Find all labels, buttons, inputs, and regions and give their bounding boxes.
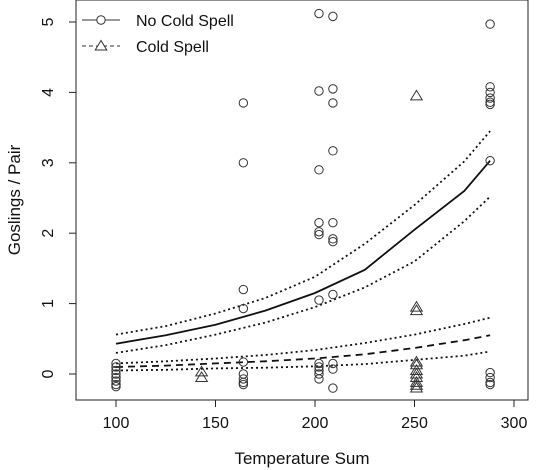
x-axis-label: Temperature Sum: [234, 449, 369, 468]
data-point-circle: [314, 358, 324, 369]
x-tick-label: 300: [501, 415, 528, 432]
data-point-circle: [328, 289, 338, 300]
legend-label-no-cold-spell: No Cold Spell: [136, 13, 234, 30]
data-point-triangle: [409, 364, 424, 375]
data-point-circle: [314, 369, 324, 379]
data-point-circle: [314, 217, 324, 228]
data-point-circle: [485, 367, 495, 378]
data-point-circle: [238, 374, 249, 384]
data-point-circle: [238, 379, 249, 390]
x-tick-label: 250: [401, 415, 428, 432]
data-point-circle: [111, 372, 121, 383]
data-points: [111, 8, 495, 393]
data-point-circle: [485, 99, 495, 110]
ci-lower-line-no-cold-spell: [115, 195, 491, 354]
data-point-circle: [238, 284, 249, 295]
y-axis-label: Goslings / Pair: [5, 144, 24, 255]
data-point-circle: [111, 362, 121, 372]
data-point-circle: [485, 155, 495, 166]
axes: 100 150 200 250 300 0 1 2 3 4 5: [40, 17, 527, 432]
data-point-circle: [238, 369, 249, 379]
data-point-circle: [328, 11, 338, 22]
data-point-triangle: [409, 381, 424, 393]
data-point-triangle: [409, 371, 424, 382]
data-point-circle: [328, 234, 338, 244]
data-point-circle: [314, 227, 324, 237]
data-point-circle: [485, 82, 495, 92]
y-tick-label: 5: [40, 17, 57, 26]
data-point-circle: [314, 374, 324, 384]
plot-frame: [75, 0, 529, 401]
data-point-circle: [328, 84, 338, 94]
data-point-triangle: [409, 89, 424, 101]
data-point-circle: [485, 372, 495, 383]
y-tick-label: 2: [40, 229, 57, 238]
legend-marker-circle: [96, 15, 106, 25]
data-point-circle: [314, 165, 324, 175]
data-point-triangle: [409, 300, 424, 312]
data-point-circle: [328, 217, 338, 228]
data-point-triangle: [409, 375, 424, 387]
data-point-triangle: [409, 355, 424, 367]
data-point-circle: [314, 295, 324, 305]
data-point-circle: [238, 303, 249, 314]
ci-upper-line-cold-spell: [115, 316, 491, 365]
data-point-circle: [314, 229, 324, 240]
plot-area: [75, 0, 529, 401]
data-point-circle: [111, 376, 121, 386]
data-point-circle: [111, 365, 121, 376]
y-tick-label: 3: [40, 158, 57, 167]
data-point-circle: [328, 358, 338, 369]
data-point-circle: [111, 381, 121, 392]
data-point-circle: [485, 379, 495, 390]
data-point-circle: [328, 236, 338, 247]
x-tick-label: 150: [202, 415, 229, 432]
y-tick-label: 4: [40, 88, 57, 97]
data-point-circle: [485, 19, 495, 29]
data-point-circle: [485, 87, 495, 98]
fit-line-cold-spell: [115, 334, 491, 368]
data-point-circle: [485, 93, 495, 103]
fit-lines: [115, 130, 491, 372]
data-point-circle: [238, 357, 249, 367]
data-point-circle: [314, 8, 324, 19]
ci-upper-line-no-cold-spell: [115, 130, 491, 336]
data-point-circle: [111, 358, 121, 369]
data-point-triangle: [409, 304, 424, 316]
y-tick-label: 1: [40, 299, 57, 308]
data-point-circle: [111, 369, 121, 379]
legend: No Cold Spell Cold Spell: [82, 13, 234, 56]
legend-label-cold-spell: Cold Spell: [136, 39, 209, 56]
data-point-circle: [328, 364, 338, 374]
y-tick-label: 0: [40, 369, 57, 378]
data-point-circle: [238, 377, 249, 388]
data-point-triangle: [194, 371, 209, 382]
data-point-circle: [111, 379, 121, 390]
data-point-circle: [238, 98, 249, 108]
data-point-triangle: [194, 365, 209, 377]
data-point-circle: [328, 383, 338, 393]
data-point-circle: [485, 97, 495, 107]
fit-line-no-cold-spell: [115, 160, 491, 345]
data-point-circle: [328, 146, 338, 156]
data-point-circle: [314, 362, 324, 372]
data-point-triangle: [409, 367, 424, 379]
data-point-triangle: [409, 378, 424, 390]
ci-lower-line-cold-spell: [115, 350, 491, 372]
data-point-circle: [485, 377, 495, 388]
data-point-circle: [238, 158, 249, 168]
x-tick-label: 100: [103, 415, 130, 432]
x-tick-label: 200: [302, 415, 329, 432]
data-point-circle: [314, 86, 324, 96]
data-point-circle: [328, 98, 338, 108]
legend-marker-triangle: [94, 39, 108, 51]
